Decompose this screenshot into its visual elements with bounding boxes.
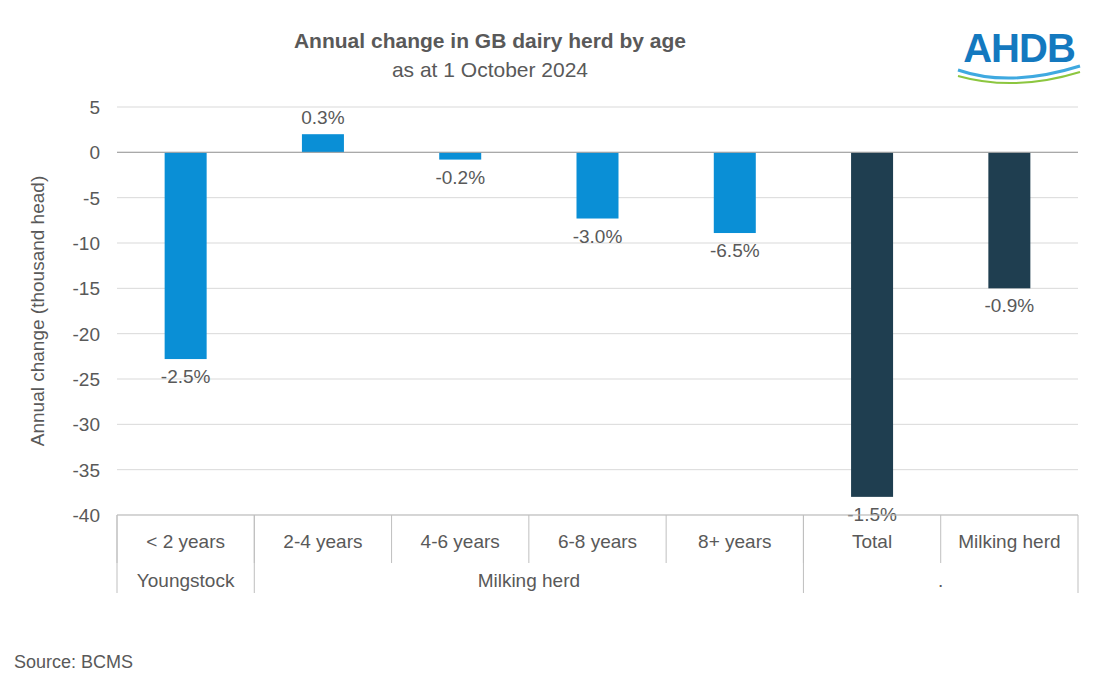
logo-swoosh [958, 72, 1080, 83]
bar [165, 152, 207, 359]
bar [302, 134, 344, 152]
data-label: -0.2% [435, 167, 485, 188]
x-tick-label: 6-8 years [558, 531, 637, 552]
x-tick-label: 4-6 years [421, 531, 500, 552]
y-tick-label: -5 [83, 188, 100, 209]
group-separator [117, 515, 118, 593]
y-axis-label: Annual change (thousand head) [27, 176, 48, 446]
y-tick-label: -35 [73, 460, 100, 481]
logo: AHDB [958, 26, 1080, 83]
grid-line [117, 379, 1078, 380]
category-separator [666, 515, 667, 563]
data-label: -2.5% [161, 366, 211, 387]
grid-line [117, 469, 1078, 470]
bar [851, 152, 893, 497]
data-label: -3.0% [573, 226, 623, 247]
grid-line [117, 107, 1078, 108]
y-tick-label: 5 [89, 97, 100, 118]
grid-line [117, 288, 1078, 289]
group-label: Youngstock [137, 570, 235, 591]
source: Source: BCMS [14, 652, 133, 672]
subtitle: as at 1 October 2024 [392, 58, 588, 81]
grid [117, 107, 1078, 515]
data-label: -0.9% [985, 295, 1035, 316]
data-label: -1.5% [847, 504, 897, 525]
grid-line [117, 424, 1078, 425]
y-tick-label: -15 [73, 278, 100, 299]
bars [165, 134, 1031, 497]
grid-line [117, 515, 1078, 516]
group-separator [803, 515, 804, 593]
data-label: 0.3% [301, 107, 344, 128]
y-tick-label: -20 [73, 324, 100, 345]
y-tick-label: -40 [73, 505, 100, 526]
axis-line [117, 515, 1078, 516]
data-label: -6.5% [710, 240, 760, 261]
bar [714, 152, 756, 233]
group-separator [1078, 515, 1079, 593]
group-label: . [938, 570, 943, 591]
zero-line [117, 152, 1078, 153]
y-tick-label: -30 [73, 414, 100, 435]
grid-line [117, 152, 1078, 153]
category-separator [528, 515, 529, 563]
x-tick-label: Total [852, 531, 892, 552]
title: Annual change in GB dairy herd by age [294, 29, 686, 52]
bar [439, 152, 481, 159]
bar [577, 152, 619, 218]
x-tick-label: 2-4 years [283, 531, 362, 552]
category-axis [117, 515, 1078, 593]
logo-text: AHDB [963, 26, 1075, 70]
y-tick-label: 0 [89, 142, 100, 163]
x-tick-label: 8+ years [698, 531, 771, 552]
x-tick-label: Milking herd [958, 531, 1060, 552]
x-tick-label: < 2 years [146, 531, 225, 552]
category-separator [391, 515, 392, 563]
group-separator [254, 515, 255, 593]
bar [988, 152, 1030, 288]
y-tick-label: -10 [73, 233, 100, 254]
group-label: Milking herd [478, 570, 580, 591]
y-tick-label: -25 [73, 369, 100, 390]
grid-line [117, 333, 1078, 334]
chart: Annual change in GB dairy herd by age as … [0, 0, 1103, 684]
category-separator [940, 515, 941, 563]
